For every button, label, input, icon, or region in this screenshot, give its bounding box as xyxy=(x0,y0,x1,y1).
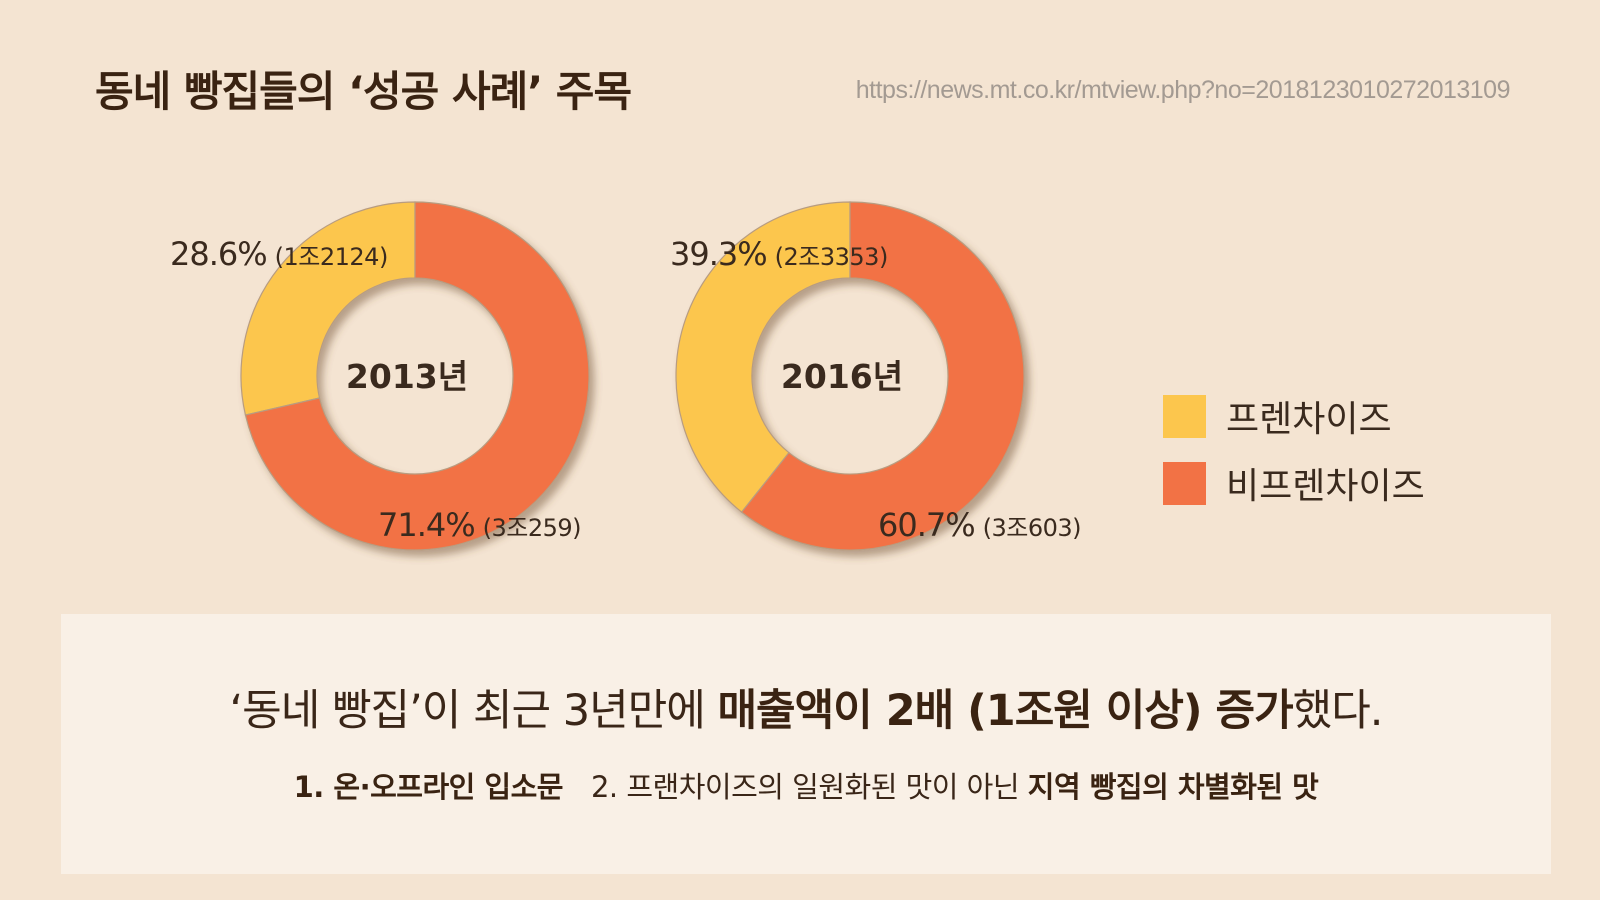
summary-subline: 1. 온·오프라인 입소문 2. 프랜차이즈의 일원화된 맛이 아닌 지역 빵집의… xyxy=(61,764,1551,806)
headline-end: 했다. xyxy=(1292,686,1384,736)
donut-chart-1 xyxy=(240,201,590,551)
legend-label-non-franchise: 비프렌차이즈 xyxy=(1226,466,1425,507)
donut-charts: 2013년 28.6% (1조2124) 71.4% (3조259) 2016년 39.3%… xyxy=(170,201,1082,551)
headline-text: ‘동네 빵집’이 최근 3년만에 xyxy=(229,686,718,736)
legend-swatch-non-franchise xyxy=(1163,461,1206,505)
donut-slice-franchise-1 xyxy=(240,201,416,416)
legend-item-franchise: 프렌차이즈 xyxy=(1163,392,1425,440)
page-title: 동네 빵집들의 ‘성공 사례’ 주목 xyxy=(95,67,632,116)
data-label-franchise-1: 28.6% (1조2124) xyxy=(170,235,388,273)
legend-item-non-franchise: 비프렌차이즈 xyxy=(1163,459,1425,507)
source-url: https://news.mt.co.kr/mtview.php?no=2018… xyxy=(855,76,1511,104)
headline-highlight: 매출액이 2배 (1조원 이상) 증가 xyxy=(717,686,1293,736)
point-1: 1. 온·오프라인 입소문 xyxy=(293,770,564,804)
data-label-franchise-2: 39.3% (2조3353) xyxy=(670,235,888,273)
data-label-non-franchise-2: 60.7% (3조603) xyxy=(878,506,1081,544)
donut-slice-franchise-2 xyxy=(675,201,851,513)
summary-headline: ‘동네 빵집’이 최근 3년만에 매출액이 2배 (1조원 이상) 증가했다. xyxy=(61,676,1551,738)
donut-slice-non-franchise-2 xyxy=(740,201,1025,551)
donut-center-label-1: 2013년 xyxy=(346,357,468,396)
donut-slice-non-franchise-1 xyxy=(244,201,590,551)
legend: 프렌차이즈 비프렌차이즈 xyxy=(1163,392,1425,526)
legend-label-franchise: 프렌차이즈 xyxy=(1226,399,1392,440)
summary-box: ‘동네 빵집’이 최근 3년만에 매출액이 2배 (1조원 이상) 증가했다. … xyxy=(61,614,1551,874)
donut-chart-2 xyxy=(675,201,1025,551)
legend-swatch-franchise xyxy=(1163,394,1206,438)
donut-center-label-2: 2016년 xyxy=(781,357,903,396)
point-2-highlight: 지역 빵집의 차별화된 맛 xyxy=(1027,770,1319,804)
data-label-non-franchise-1: 71.4% (3조259) xyxy=(378,506,581,544)
point-2-text: 2. 프랜차이즈의 일원화된 맛이 아닌 xyxy=(590,770,1028,804)
